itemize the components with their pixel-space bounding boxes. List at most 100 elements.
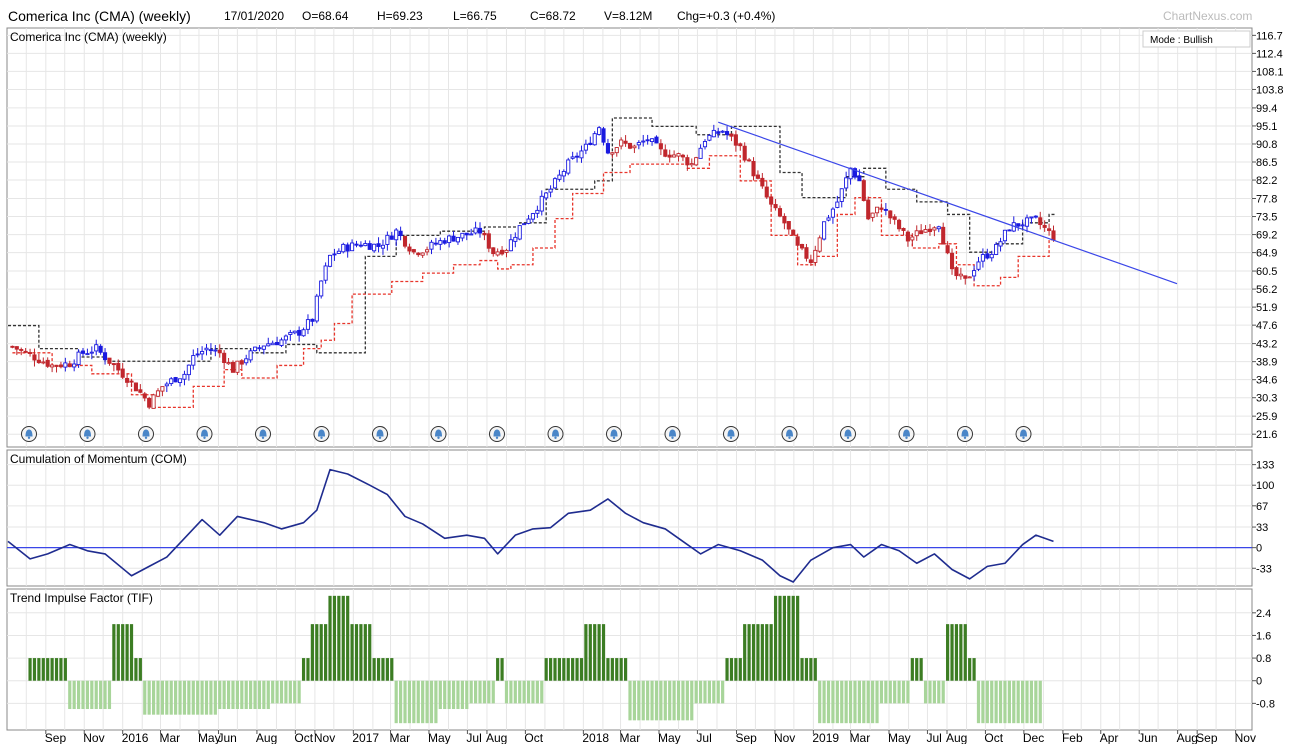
tif-bar [800, 658, 804, 681]
candle-body [826, 217, 831, 221]
tif-bar [672, 680, 676, 721]
candle-body [442, 240, 447, 244]
candle-body [663, 149, 668, 157]
candle [927, 224, 933, 236]
candle [394, 228, 399, 247]
alert-bell-icon[interactable] [138, 426, 154, 442]
candle [23, 347, 28, 353]
tif-bar [606, 658, 610, 681]
alert-bell-icon[interactable] [372, 426, 388, 442]
candle-body [270, 342, 275, 346]
alert-bell-icon[interactable] [547, 426, 564, 442]
alert-bell-icon[interactable] [196, 426, 213, 442]
alert-bell-icon[interactable] [606, 426, 622, 442]
candle [1042, 220, 1047, 232]
alert-bell-icon[interactable] [313, 426, 330, 442]
candle [592, 131, 597, 146]
tif-bar [403, 680, 407, 724]
candle-body [680, 154, 685, 158]
candle [835, 195, 840, 209]
y-tick-label: 67 [1256, 501, 1268, 513]
tif-bar [275, 680, 279, 704]
tif-bar [447, 680, 451, 710]
candle [994, 241, 999, 256]
candle-body [407, 246, 412, 252]
x-tick-label: 2018 [582, 731, 609, 744]
candle [733, 130, 738, 152]
candle-body [932, 227, 937, 231]
alert-bell-icon[interactable] [1015, 426, 1032, 442]
alert-bell-icon[interactable] [781, 426, 798, 442]
candle [455, 236, 461, 245]
candle [667, 149, 672, 163]
tif-bar [760, 624, 764, 681]
candle [314, 293, 319, 324]
alert-bell-icon[interactable] [840, 426, 856, 442]
tif-bar [1025, 680, 1029, 724]
candle [588, 136, 593, 146]
candle [345, 242, 350, 258]
candle-body [605, 143, 610, 154]
candle-body [336, 250, 341, 254]
candle-body [182, 373, 187, 380]
tif-bar [81, 680, 85, 710]
candle-body [583, 143, 588, 151]
tif-bar [438, 680, 442, 710]
alert-bell-icon[interactable] [957, 426, 973, 442]
tif-bar [346, 595, 350, 681]
x-tick-label: Oct [294, 731, 313, 744]
panel-2-frame [6, 449, 1253, 587]
alert-bell-icon[interactable] [430, 426, 447, 442]
tif-bar [535, 680, 539, 704]
tif-bar [288, 680, 292, 704]
candle [111, 362, 116, 372]
candle-body [557, 174, 562, 180]
x-tick-label: Mar [850, 731, 871, 744]
tif-bar [143, 680, 147, 715]
tif-bar [778, 595, 782, 681]
candle-body [341, 243, 346, 253]
candle [500, 246, 505, 256]
y-tick-label: 64.9 [1256, 248, 1277, 260]
candle-body [36, 359, 41, 364]
candle [879, 203, 884, 211]
tif-bar [1038, 680, 1042, 724]
alert-bell-icon[interactable] [21, 426, 37, 442]
y-tick-label: 133 [1256, 460, 1274, 472]
candle [367, 240, 372, 250]
alert-bell-icon[interactable] [664, 426, 681, 442]
candle-body [914, 230, 919, 237]
y-tick-label: 103.8 [1256, 84, 1284, 96]
candle [755, 170, 760, 180]
alert-bell-icon[interactable] [79, 426, 96, 442]
tif-bar [593, 624, 597, 681]
candle [919, 224, 924, 235]
candle-body [694, 157, 699, 166]
alert-bell-icon[interactable] [489, 426, 505, 442]
candle [724, 126, 730, 140]
tif-bar [946, 624, 950, 681]
volume-readout: V=8.12M [604, 9, 653, 23]
tif-bar [632, 680, 637, 721]
candle-body [50, 364, 55, 368]
tif-bar [222, 680, 226, 710]
candle-body [848, 167, 853, 180]
tif-bar [950, 624, 954, 681]
candle-body [923, 229, 928, 233]
alert-bell-icon[interactable] [723, 426, 739, 442]
tif-bar [284, 680, 288, 704]
x-tick-label: Apr [1100, 731, 1119, 744]
alert-bell-icon[interactable] [255, 426, 271, 442]
candle-body [460, 232, 465, 239]
candle [680, 153, 685, 162]
brand-logo: ChartNexus.com [1163, 9, 1253, 23]
candle-body [125, 377, 130, 383]
price-panel: Mode : Bullish [8, 30, 1251, 442]
candle-body [244, 358, 249, 364]
y-tick-label: 86.5 [1256, 157, 1277, 169]
tif-bar [848, 680, 853, 724]
alert-bell-icon[interactable] [898, 426, 915, 442]
candle [764, 181, 769, 200]
candle-body [645, 139, 650, 142]
